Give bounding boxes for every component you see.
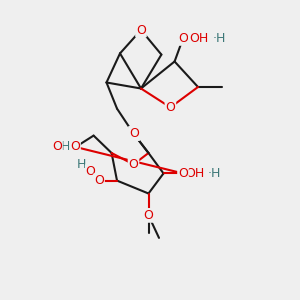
Text: O: O xyxy=(129,127,139,140)
Text: ·H: ·H xyxy=(212,32,226,45)
Text: OH: OH xyxy=(185,167,204,180)
Text: O: O xyxy=(70,140,80,154)
Text: O: O xyxy=(144,209,153,222)
Text: O: O xyxy=(52,140,62,154)
Text: O: O xyxy=(94,174,104,187)
Text: H: H xyxy=(61,140,70,154)
Text: OH: OH xyxy=(189,32,208,45)
Text: O: O xyxy=(129,158,138,171)
Text: O: O xyxy=(178,32,188,45)
Text: ·H: ·H xyxy=(208,167,221,180)
Text: O: O xyxy=(86,165,95,178)
Text: O: O xyxy=(178,167,188,180)
Text: O: O xyxy=(166,101,175,114)
Text: O: O xyxy=(129,127,139,140)
Text: O: O xyxy=(136,23,146,37)
Text: H: H xyxy=(77,158,86,171)
